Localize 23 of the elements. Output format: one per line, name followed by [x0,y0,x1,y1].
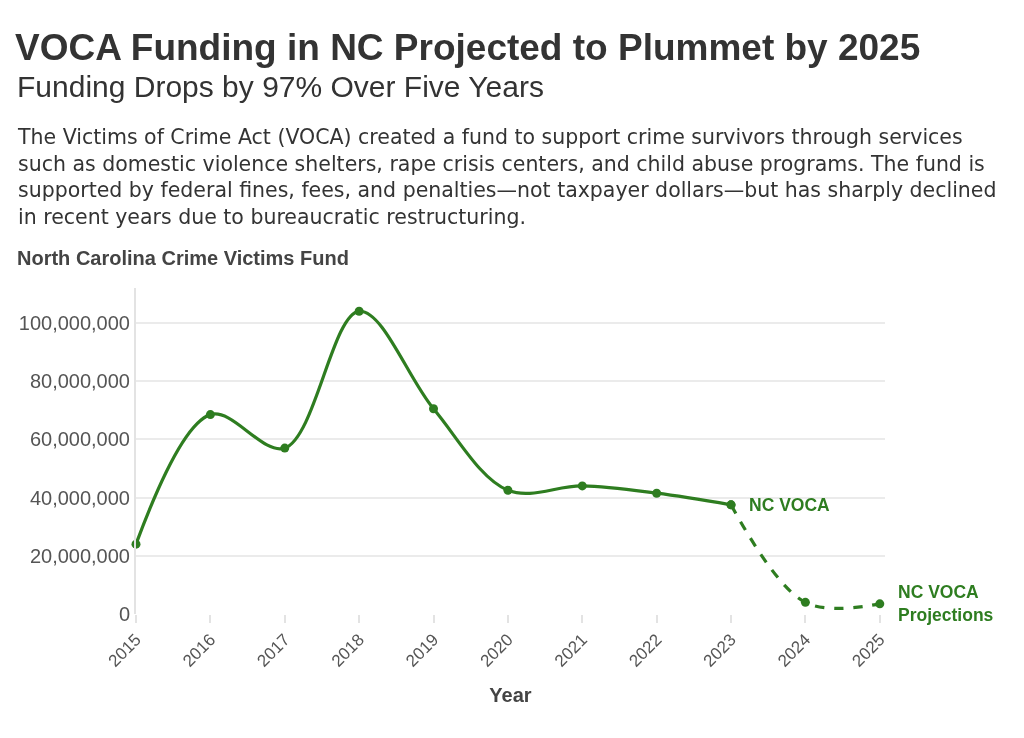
series-label: NC VOCA [749,495,831,515]
point [726,500,736,510]
y-tick-label: 20,000,000 [29,544,130,567]
y-axis-title: North Carolina Crime Victims Fund [17,247,349,269]
point [577,481,587,491]
point [205,410,215,420]
point [652,488,662,498]
chart-subtitle: Funding Drops by 97% Over Five Years [17,70,544,103]
point [354,306,364,316]
y-tick-label: 80,000,000 [29,370,130,393]
point [429,404,439,414]
point [800,597,810,607]
y-tick-label: 40,000,000 [29,486,130,509]
text: The Victims of Crime Act (VOCA) created a fund to support crime survivors through services such as domestic violence shelters, rape crisis centers, and child abuse programs. The fund is supported by federal fines, fees, and penalties—not taxpayer dollars—but has sharply declined in recent years due to bureaucratic restructuring. [17,125,997,229]
y-tick-label: 0 [118,603,130,625]
y-tick-label: 100,000,000 [18,311,130,334]
y-tick-label: 60,000,000 [29,428,130,451]
x-axis-title: Year [489,683,532,706]
series-label: NC VOCA Projections [898,582,994,625]
point [875,599,885,609]
point [503,485,513,495]
chart-title: VOCA Funding in NC Projected to Plummet by 2025 [15,26,921,68]
point [280,443,290,453]
